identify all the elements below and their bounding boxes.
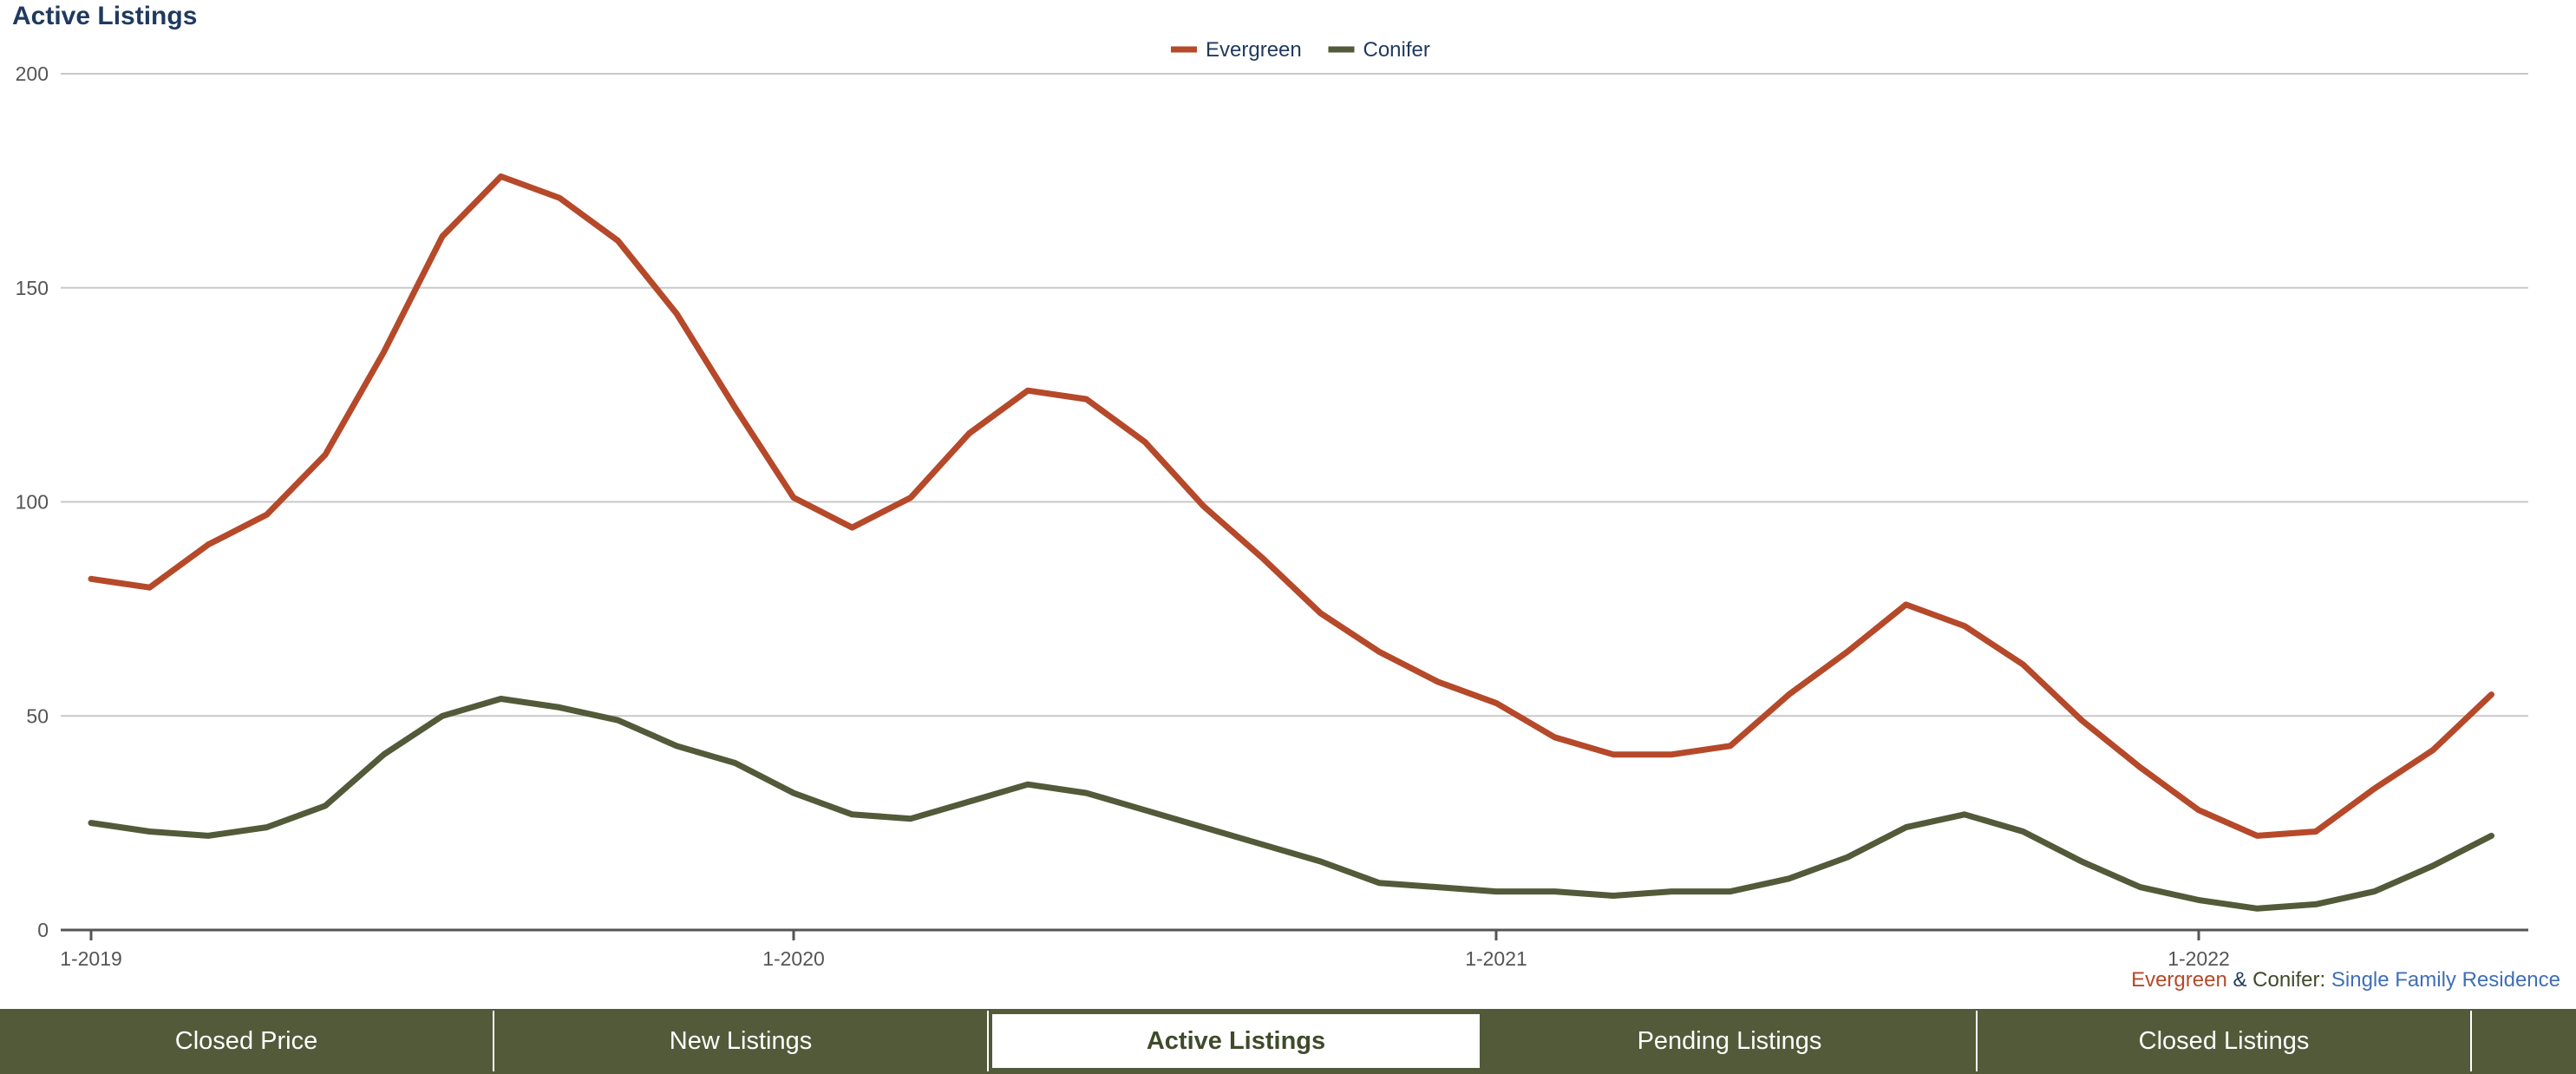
tab-bar-filler (2472, 1011, 2576, 1071)
legend-label-evergreen[interactable]: Evergreen (1206, 38, 1302, 62)
x-tick-label: 1-2020 (762, 947, 825, 970)
caption-area2: Conifer: (2252, 968, 2326, 992)
caption-amp: & (2233, 968, 2247, 992)
caption-property-type: Single Family Residence (2331, 968, 2560, 992)
tab-closed-price[interactable]: Closed Price (0, 1011, 494, 1071)
y-tick-label: 0 (37, 919, 49, 941)
series-line-evergreen (88, 173, 2494, 839)
y-tick-label: 150 (16, 277, 49, 299)
x-tick-label: 1-2022 (2167, 947, 2230, 970)
tab-pending-listings[interactable]: Pending Listings (1483, 1011, 1978, 1071)
metric-tab-bar: Closed Price New Listings Active Listing… (0, 1009, 2576, 1074)
series-line-conifer (88, 696, 2494, 912)
tab-active-listings[interactable]: Active Listings (989, 1011, 1483, 1071)
y-tick-label: 100 (16, 491, 49, 514)
tab-new-listings[interactable]: New Listings (494, 1011, 989, 1071)
chart-title: Active Listings (12, 2, 198, 30)
legend-label-conifer[interactable]: Conifer (1363, 38, 1430, 62)
y-tick-label: 50 (26, 704, 49, 727)
y-tick-label: 200 (16, 62, 49, 85)
chart-caption: Evergreen & Conifer: Single Family Resid… (2131, 968, 2560, 992)
tab-closed-listings[interactable]: Closed Listings (1978, 1011, 2472, 1071)
x-tick-label: 1-2021 (1465, 947, 1527, 970)
caption-area1: Evergreen (2131, 968, 2227, 992)
x-tick-label: 1-2019 (60, 947, 122, 970)
line-chart: 0 50 100 150 200 1-2019 1-2020 1-2021 1-2022 Ever… (16, 38, 2528, 970)
